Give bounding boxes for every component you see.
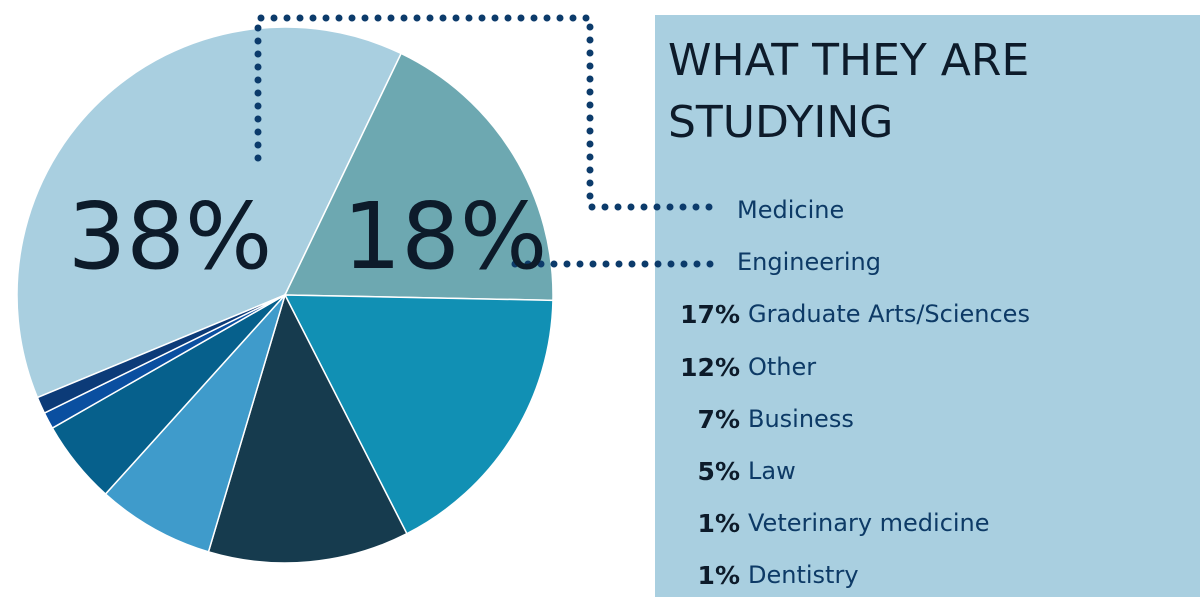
value-label: 12% (680, 352, 740, 382)
value-label: 17% (680, 300, 740, 330)
legend-label: Business (748, 404, 854, 433)
chart-title: WHAT THEY ARE STUDYING (668, 35, 1030, 148)
pie-slice (207, 292, 408, 564)
legend-label: Other (748, 352, 817, 381)
value-label: 5% (697, 457, 740, 486)
pie-slice (36, 294, 286, 415)
pie (16, 26, 554, 564)
pie-slice (104, 294, 286, 553)
legend-label: Graduate Arts/Sciences (748, 300, 1030, 329)
legend-label: Dentistry (748, 561, 859, 590)
connectors (254, 14, 719, 268)
legend-panel (655, 15, 1200, 597)
value-label: 7% (697, 404, 740, 434)
legend-label: Medicine (737, 196, 845, 224)
medicine-connector (254, 14, 719, 211)
pie-slice (283, 294, 554, 535)
pie-slice (16, 26, 403, 399)
value-label: 1% (697, 561, 740, 591)
value-label: 1% (697, 509, 740, 539)
legend-label: Engineering (737, 248, 881, 277)
legend-label: Veterinary medicine (748, 509, 990, 538)
value-label: 38% (68, 183, 272, 290)
value-label: 18% (343, 183, 547, 290)
pie-slice (283, 52, 554, 302)
legend-label: Law (748, 457, 796, 485)
